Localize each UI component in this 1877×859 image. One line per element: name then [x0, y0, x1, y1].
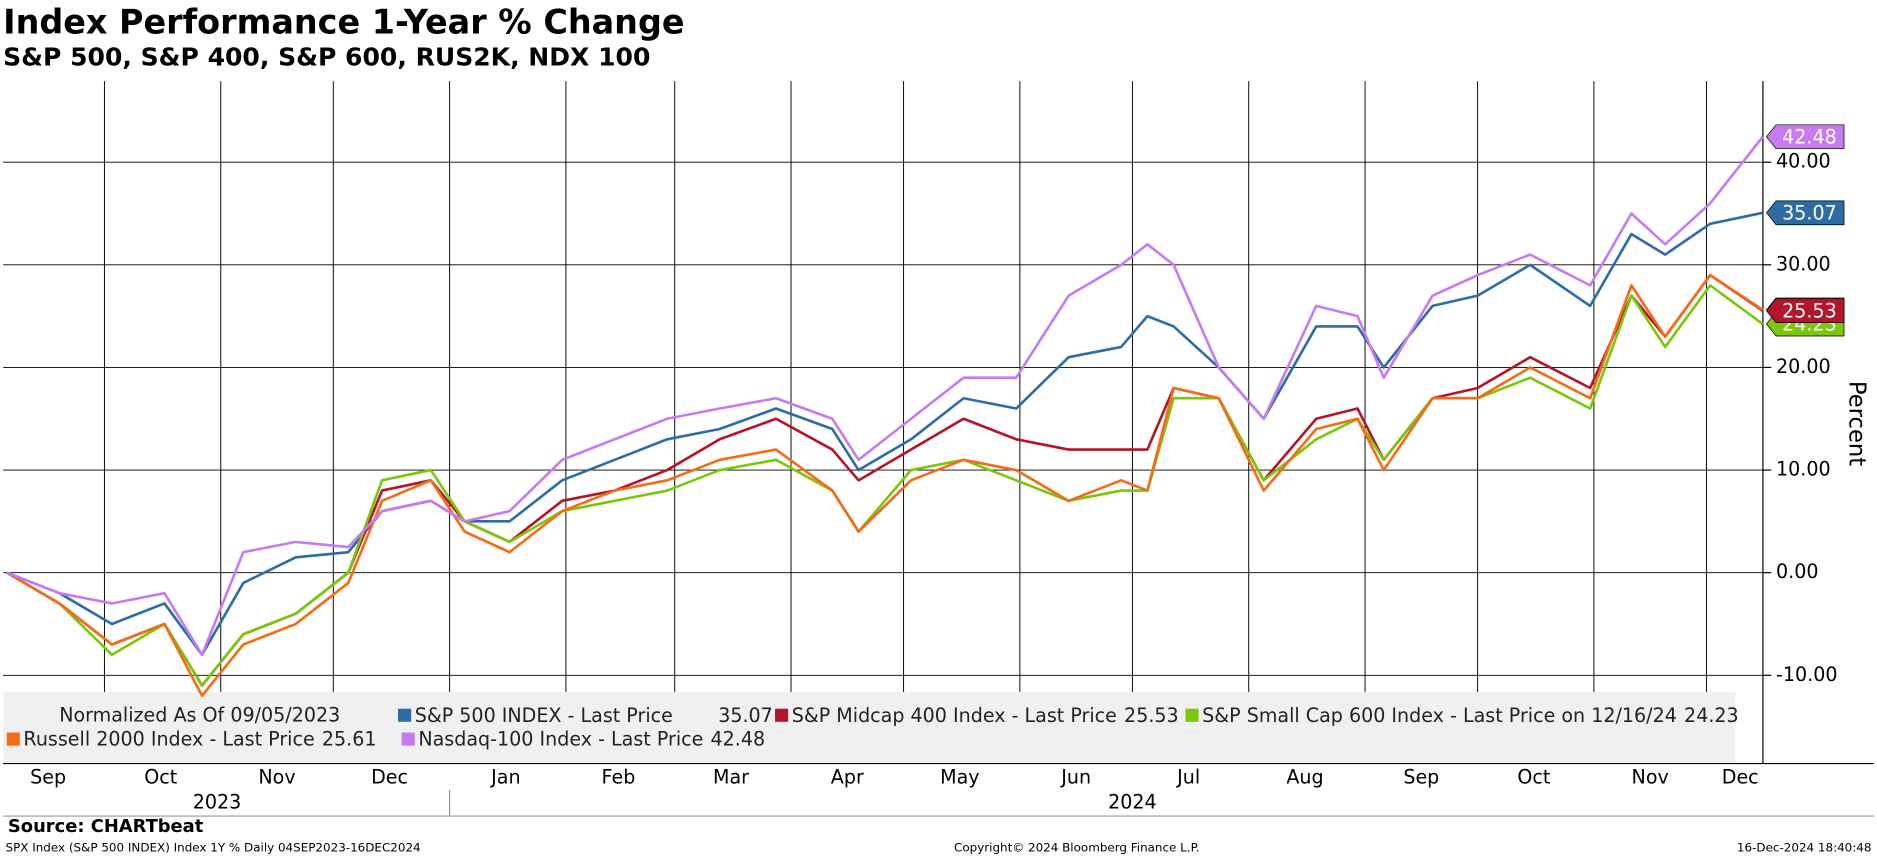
legend-text: S&P Small Cap 600 Index - Last Price on …: [1202, 704, 1739, 726]
footer-left: SPX Index (S&P 500 INDEX) Index 1Y % Dai…: [6, 841, 421, 855]
year-label: 2024: [1108, 791, 1157, 813]
chart-subtitle: S&P 500, S&P 400, S&P 600, RUS2K, NDX 10…: [3, 42, 650, 71]
legend-text: Russell 2000 Index - Last Price 25.61: [23, 728, 376, 750]
legend-swatch: [401, 732, 415, 746]
legend-swatch: [398, 708, 412, 722]
x-tick-label: Oct: [1517, 766, 1551, 788]
series-line: [6, 273, 1764, 698]
legend-value: 24.23: [1684, 704, 1739, 726]
footer-center: Copyright© 2024 Bloomberg Finance L.P.: [954, 841, 1200, 855]
legend-name: S&P Midcap 400 Index - Last Price: [792, 704, 1117, 726]
value-tag-label: 25.53: [1782, 300, 1837, 322]
legend-box: [3, 691, 1736, 764]
y-tick-label: 40.00: [1776, 151, 1831, 173]
legend-value: 42.48: [711, 728, 766, 750]
legend-swatch: [1185, 708, 1199, 722]
legend-value: 35.07: [718, 704, 773, 726]
legend-text: S&P 500 INDEX - Last Price 35.07: [415, 704, 773, 726]
legend-name: S&P Small Cap 600 Index - Last Price on …: [1202, 704, 1677, 726]
x-tick-label: Nov: [258, 766, 295, 788]
x-tick-label: Feb: [602, 766, 636, 788]
series-line: [6, 284, 1764, 687]
value-tag: [1766, 200, 1845, 226]
x-tick-label: Jun: [1060, 766, 1091, 788]
x-tick-label: Aug: [1286, 766, 1323, 788]
legend-text: Nasdaq-100 Index - Last Price 42.48: [418, 728, 765, 750]
legend-note: Normalized As Of 09/05/2023: [59, 704, 340, 726]
legend-name: Nasdaq-100 Index - Last Price: [418, 728, 703, 750]
legend-swatch: [6, 732, 20, 746]
x-tick-label: Sep: [1403, 766, 1439, 788]
year-label: 2023: [193, 791, 242, 813]
legend-value: 25.61: [322, 728, 377, 750]
x-tick-label: Nov: [1632, 766, 1669, 788]
legend-text: S&P Midcap 400 Index - Last Price 25.53: [792, 704, 1179, 726]
legend-value: 25.53: [1124, 704, 1179, 726]
legend-name: Russell 2000 Index - Last Price: [23, 728, 314, 750]
legend-swatch: [775, 708, 789, 722]
series-line: [6, 211, 1764, 657]
y-tick-label: 0.00: [1776, 561, 1818, 583]
value-tag: [1766, 298, 1845, 323]
x-tick-label: Apr: [831, 766, 864, 788]
y-tick-label: 30.00: [1776, 253, 1831, 275]
value-tag-label: 35.07: [1782, 202, 1837, 224]
x-tick-label: Mar: [713, 766, 749, 788]
x-tick-label: Sep: [30, 766, 66, 788]
series-line: [6, 135, 1764, 657]
x-tick-label: Jan: [490, 766, 520, 788]
x-tick-label: Oct: [144, 766, 178, 788]
y-tick-label: 20.00: [1776, 356, 1831, 378]
footer-right: 16-Dec-2024 18:40:48: [1737, 841, 1872, 855]
y-tick-label: -10.00: [1776, 664, 1838, 686]
legend-name: S&P 500 INDEX - Last Price: [415, 704, 673, 726]
chart-title: Index Performance 1-Year % Change: [3, 2, 684, 41]
source: Source: CHARTbeat: [8, 816, 204, 837]
value-tag: [1766, 124, 1845, 150]
x-tick-label: May: [940, 766, 979, 788]
y-axis-label: Percent: [1843, 381, 1869, 466]
value-tag-label: 42.48: [1782, 126, 1837, 148]
x-tick-label: Dec: [1722, 766, 1759, 788]
y-tick-label: 10.00: [1776, 459, 1831, 481]
x-tick-label: Dec: [371, 766, 408, 788]
x-tick-label: Jul: [1176, 766, 1200, 788]
grid: [3, 81, 1763, 764]
